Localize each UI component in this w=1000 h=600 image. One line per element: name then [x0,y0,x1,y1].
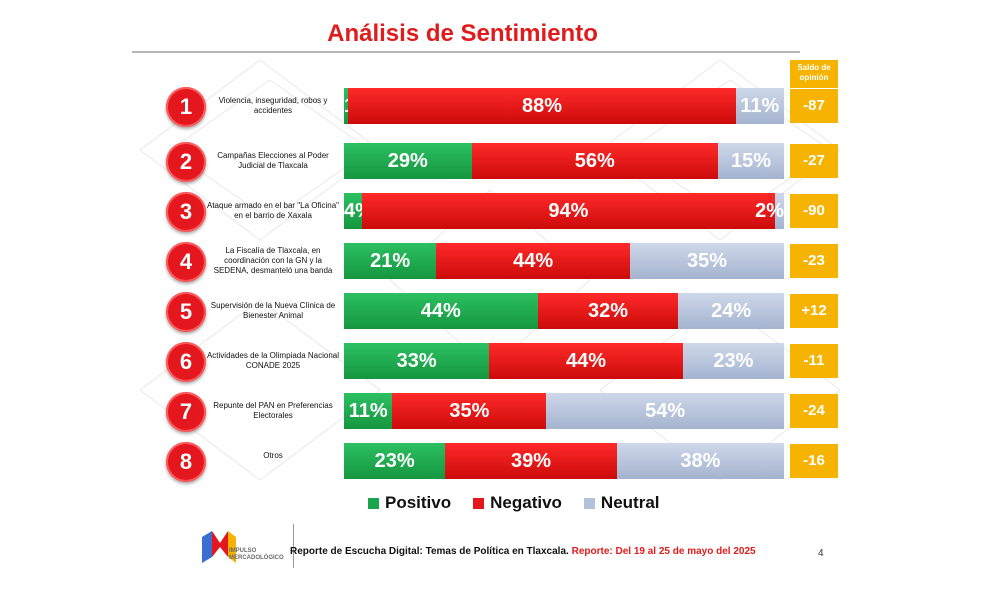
row-number-badge: 6 [166,342,206,382]
logo-text-line2: MERCADOLÓGICO [229,555,284,561]
legend-item-negativo: Negativo [473,493,562,513]
stacked-bar: 29% 56% 15% [344,143,784,179]
bar-segment-neutral: 24% [678,293,784,329]
saldo-header: Saldo de opinión [790,60,838,88]
bar-segment-negativo: 44% [436,243,630,279]
bar-segment-positivo: 29% [344,143,472,179]
footer-text: Reporte de Escucha Digital: Temas de Pol… [290,546,756,557]
legend-swatch-neutral [583,497,595,509]
logo-text-line1: IMPULSO [229,548,257,554]
stacked-bar: 33% 44% 23% [344,343,784,379]
page-number: 4 [818,548,824,559]
legend-item-positivo: Positivo [368,493,451,513]
stacked-bar: 4%94%2% [344,193,784,229]
category-label: Campañas Elecciones al Poder Judicial de… [217,151,329,170]
legend-item-neutral: Neutral [583,493,660,513]
saldo-value: -90 [790,194,838,228]
legend-label-positivo: Positivo [385,493,452,512]
saldo-header-line1: Saldo de [797,63,831,72]
bar-segment-negativo: 88% [348,88,736,124]
title-underline [132,51,800,53]
stacked-bar: 1%88%11% [344,88,784,124]
bar-segment-negativo: 35% [392,393,547,429]
footer-report-dates: Reporte: Del 19 al 25 de mayo del 2025 [571,546,756,557]
bar-segment-negativo: 44% [489,343,683,379]
bar-segment-positivo: 21% [344,243,437,279]
bar-segment-neutral: 23% [682,343,784,379]
category-label: Actividades de la Olimpiada Nacional CON… [206,351,340,370]
bar-segment-neutral: 2% [755,193,784,229]
page-title: Análisis de Sentimiento [327,20,598,47]
bar-segment-neutral: 54% [546,393,784,429]
footer-report-title: Reporte de Escucha Digital: Temas de Pol… [290,546,569,557]
category-label: Ataque armado en el bar "La Oficina" en … [207,201,339,220]
stacked-bar: 21% 44% 35% [344,243,784,279]
bar-segment-neutral: 15% [717,143,784,179]
bar-segment-negativo: 94% [361,193,776,229]
saldo-value: -16 [790,444,838,478]
row-number-badge: 3 [166,192,206,232]
stacked-bar: 44% 32% 24% [344,293,784,329]
legend-label-negativo: Negativo [490,493,562,512]
bar-segment-positivo: 33% [344,343,490,379]
bar-segment-neutral: 38% [616,443,784,479]
legend-swatch-positivo [368,497,379,509]
saldo-value: -24 [790,394,838,428]
bar-segment-positivo: 11% [344,393,393,429]
bar-segment-neutral: 11% [735,88,784,124]
category-label: Repunte del PAN en Preferencias Electora… [213,401,333,420]
stacked-bar: 23% 39% 38% [344,443,784,479]
row-number-badge: 8 [166,442,206,482]
bar-segment-negativo: 56% [471,143,718,179]
footer-divider [293,524,294,568]
row-number-badge: 7 [166,392,206,432]
row-number-badge: 5 [166,292,206,332]
saldo-value: -87 [790,89,838,123]
row-number-badge: 1 [166,87,206,127]
bar-segment-positivo: 4% [344,193,373,229]
saldo-value: -23 [790,244,838,278]
saldo-value: -11 [790,344,838,378]
category-label: Otros [263,451,283,460]
impulso-logo-icon [202,531,236,563]
category-label: Violencia, inseguridad, robos y accident… [218,96,328,115]
saldo-value: +12 [790,294,838,328]
bar-segment-positivo: 44% [344,293,538,329]
bar-segment-positivo: 23% [344,443,446,479]
saldo-header-line2: opinión [799,73,829,82]
category-label: La Fiscalía de Tlaxcala, en coordinación… [213,246,333,275]
stacked-bar: 11% 35% 54% [344,393,784,429]
bar-segment-neutral: 35% [629,243,784,279]
logo-text: IMPULSO MERCADOLÓGICO [229,548,284,562]
bar-segment-negativo: 32% [537,293,679,329]
legend-swatch-negativo [473,497,485,509]
saldo-value: -27 [790,144,838,178]
row-number-badge: 2 [166,142,206,182]
bar-segment-negativo: 39% [445,443,617,479]
legend-label-neutral: Neutral [600,493,660,512]
row-number-badge: 4 [166,242,206,282]
legend: Positivo Negativo Neutral [368,493,660,513]
category-label: Supervisión de la Nueva Clínica de Biene… [210,301,336,320]
